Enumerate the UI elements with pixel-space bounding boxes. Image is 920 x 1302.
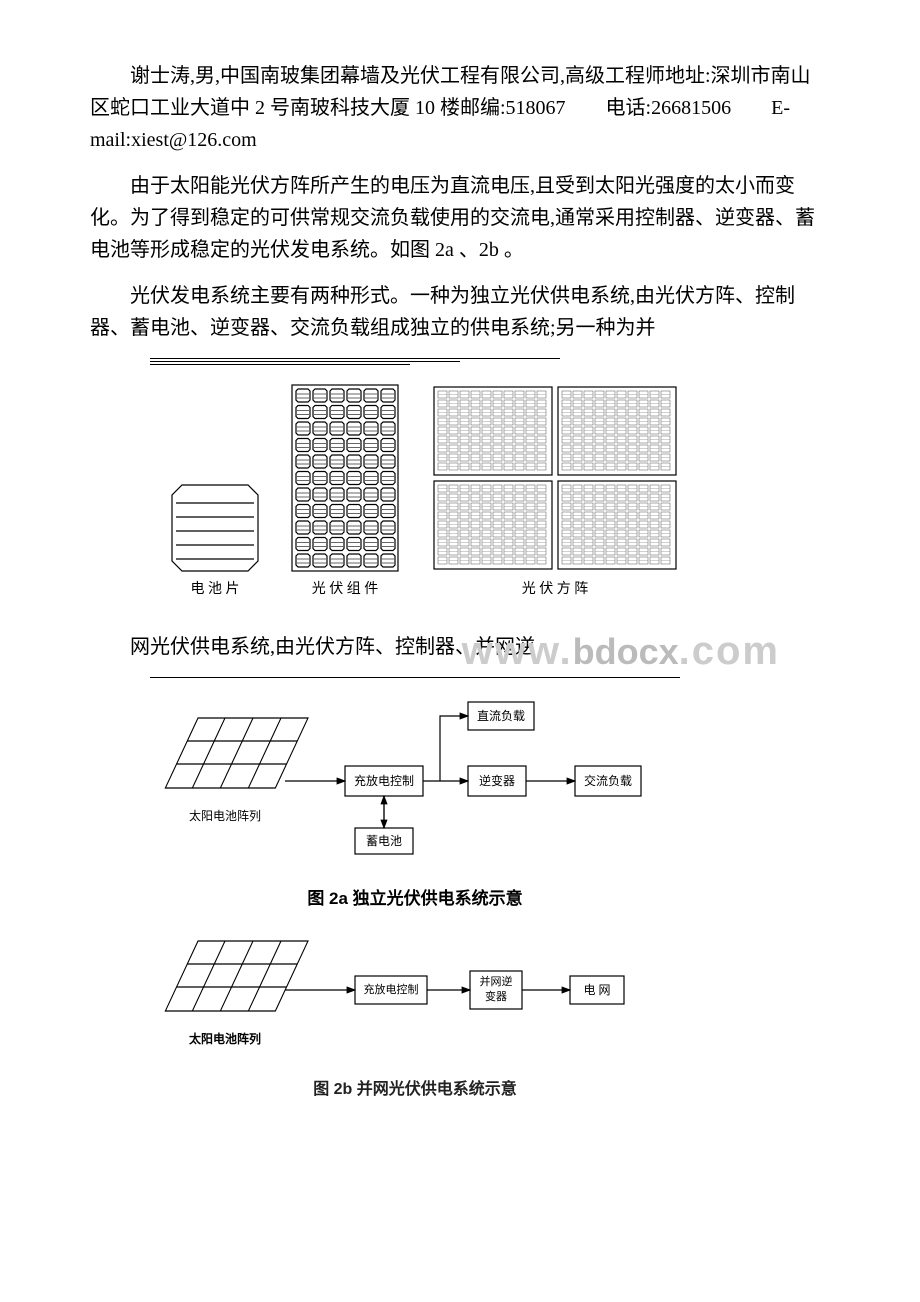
cell-label: 电 池 片 bbox=[170, 579, 260, 601]
figure-1: 电 池 片 光 伏 组 件 光 伏 方 阵 bbox=[150, 358, 830, 601]
figure-rule bbox=[150, 358, 560, 359]
inverter-label-b1: 并网逆 bbox=[480, 974, 513, 988]
paragraph-4: 网光伏供电系统,由光伏方阵、控制器、并网逆 bbox=[90, 631, 830, 663]
array-label-b: 太阳电池阵列 bbox=[189, 1031, 261, 1046]
figure-rule bbox=[150, 677, 680, 678]
figure-1-array: 光 伏 方 阵 bbox=[430, 383, 680, 601]
array-label: 光 伏 方 阵 bbox=[430, 579, 680, 601]
figure-2a: 太阳电池阵列 充放电控制 蓄电池 逆变器 直流负载 交流负载 图 2a 独立光伏… bbox=[150, 677, 830, 1102]
figure-2b-caption: 图 2b 并网光伏供电系统示意 bbox=[150, 1077, 680, 1103]
figure-1-module: 光 伏 组 件 bbox=[290, 383, 400, 601]
figure-rule bbox=[150, 361, 460, 362]
pv-module-icon bbox=[290, 383, 400, 573]
grid-label: 电 网 bbox=[583, 983, 610, 997]
array-label: 太阳电池阵列 bbox=[189, 808, 261, 823]
inverter-label: 逆变器 bbox=[479, 773, 515, 788]
controller-label: 充放电控制 bbox=[354, 773, 414, 788]
solar-cell-icon bbox=[170, 483, 260, 573]
diagram-2b: 太阳电池阵列 充放电控制 并网逆 变器 电 网 bbox=[150, 931, 680, 1061]
controller-label-b: 充放电控制 bbox=[364, 982, 419, 996]
acload-label: 交流负载 bbox=[584, 773, 632, 788]
dcload-label: 直流负载 bbox=[477, 709, 525, 723]
author-info: 谢士涛,男,中国南玻集团幕墙及光伏工程有限公司,高级工程师地址:深圳市南山区蛇口… bbox=[90, 60, 830, 156]
paragraph-4-row: 网光伏供电系统,由光伏方阵、控制器、并网逆 www.bdocx.com bbox=[90, 631, 830, 663]
pv-array-icon bbox=[430, 383, 680, 573]
paragraph-3: 光伏发电系统主要有两种形式。一种为独立光伏供电系统,由光伏方阵、控制器、蓄电池、… bbox=[90, 280, 830, 344]
inverter-label-b2: 变器 bbox=[485, 989, 507, 1003]
module-label: 光 伏 组 件 bbox=[290, 579, 400, 601]
paragraph-2: 由于太阳能光伏方阵所产生的电压为直流电压,且受到太阳光强度的太小而变化。为了得到… bbox=[90, 170, 830, 266]
figure-2a-caption: 图 2a 独立光伏供电系统示意 bbox=[150, 885, 680, 912]
figure-rule bbox=[150, 364, 410, 365]
figure-1-cell: 电 池 片 bbox=[170, 483, 260, 601]
diagram-2a: 太阳电池阵列 充放电控制 蓄电池 逆变器 直流负载 交流负载 bbox=[150, 688, 680, 863]
battery-label: 蓄电池 bbox=[366, 834, 402, 848]
